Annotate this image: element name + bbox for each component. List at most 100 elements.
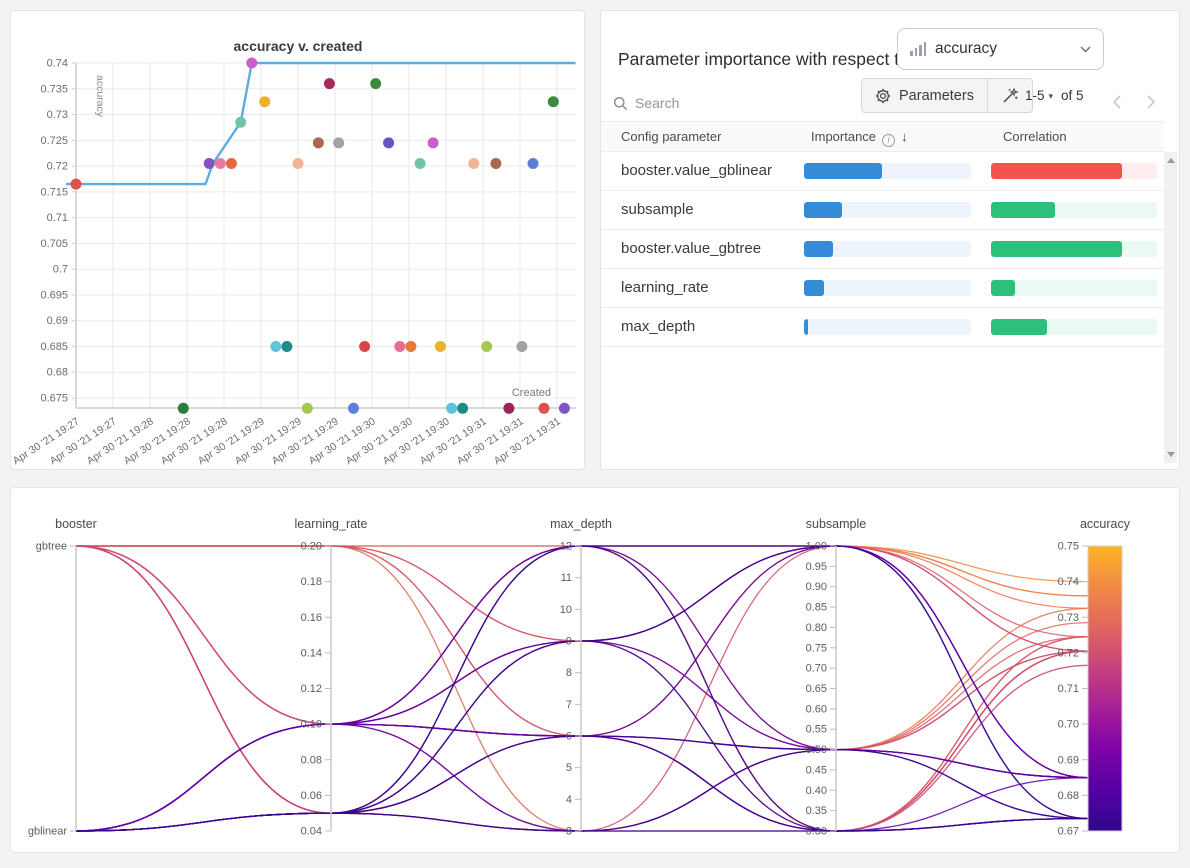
magic-wand-button[interactable] — [988, 79, 1032, 112]
importance-row[interactable]: learning_rate — [601, 269, 1164, 308]
scatter-point[interactable] — [394, 341, 406, 352]
run-line[interactable] — [75, 545, 1089, 814]
run-line[interactable] — [75, 545, 1089, 832]
scatter-point[interactable] — [235, 116, 247, 128]
y-tick-label: 0.675 — [40, 392, 68, 404]
run-line[interactable] — [75, 545, 1089, 832]
run-line[interactable] — [75, 545, 1089, 832]
scatter-point[interactable] — [323, 78, 335, 90]
scatter-point[interactable] — [383, 137, 395, 149]
parameters-button[interactable]: Parameters — [862, 79, 987, 112]
caret-down-icon[interactable]: ▾ — [1048, 91, 1054, 101]
run-line[interactable] — [75, 545, 1089, 832]
run-line[interactable] — [75, 545, 1089, 832]
run-line[interactable] — [75, 545, 1089, 832]
scatter-point[interactable] — [516, 341, 528, 352]
scatter-point[interactable] — [558, 402, 570, 414]
parallel-coordinates-chart[interactable]: booster gbtree gblinear learning_rate 0.20 0.… — [11, 488, 1179, 852]
run-line[interactable] — [75, 735, 1089, 832]
scatter-point[interactable] — [301, 402, 313, 414]
best-accuracy-line[interactable] — [66, 61, 576, 186]
run-line[interactable] — [75, 545, 1089, 725]
scroll-up-icon[interactable] — [1166, 158, 1175, 163]
scatter-point[interactable] — [527, 158, 539, 169]
y-tick-label: 0.735 — [40, 83, 68, 95]
axis-tick-label: 0.20 — [301, 541, 322, 553]
scatter-point[interactable] — [414, 158, 426, 169]
info-icon[interactable]: i — [882, 133, 896, 147]
scatter-point[interactable] — [468, 158, 480, 169]
importance-bar — [804, 202, 971, 218]
column-importance[interactable]: Importance i ↓ — [811, 129, 908, 147]
run-line[interactable] — [75, 545, 1089, 642]
scatter-point[interactable] — [270, 341, 282, 352]
scatter-point[interactable] — [434, 341, 446, 352]
importance-row[interactable]: booster.value_gblinear — [601, 152, 1164, 191]
run-line[interactable] — [75, 545, 1089, 583]
next-page-icon[interactable] — [1146, 94, 1156, 110]
search-input[interactable] — [635, 95, 785, 111]
y-tick-label: 0.72 — [47, 161, 68, 173]
pagination-range-dropdown[interactable]: 1-5 — [1025, 88, 1045, 103]
scatter-point[interactable] — [225, 158, 237, 169]
scatter-point[interactable] — [292, 158, 304, 169]
scatter-point[interactable] — [490, 158, 502, 169]
sort-desc-icon[interactable]: ↓ — [901, 129, 908, 144]
run-line[interactable] — [75, 723, 1089, 832]
y-tick-label: 0.695 — [40, 289, 68, 301]
importance-row[interactable]: booster.value_gbtree — [601, 230, 1164, 269]
importance-row[interactable]: subsample — [601, 191, 1164, 230]
run-line[interactable] — [75, 545, 1089, 832]
run-line[interactable] — [75, 545, 1089, 832]
scatter-point[interactable] — [348, 402, 359, 414]
scatter-chart-panel: 0.74 0.735 0.73 0.725 0.72 0.715 0.71 0.705 0.7 0… — [10, 10, 585, 470]
accuracy-vs-created-chart[interactable]: 0.74 0.735 0.73 0.725 0.72 0.715 0.71 0.705 0.7 0… — [11, 11, 584, 469]
scatter-point[interactable] — [246, 57, 258, 69]
run-line[interactable] — [75, 545, 1089, 832]
run-line[interactable] — [75, 545, 1089, 751]
scatter-point[interactable] — [538, 402, 550, 414]
run-line[interactable] — [75, 812, 1089, 832]
run-line[interactable] — [75, 545, 1089, 832]
scatter-point[interactable] — [281, 341, 293, 352]
scatter-point[interactable] — [427, 137, 439, 149]
scatter-point[interactable] — [370, 78, 382, 90]
accuracy-colorbar[interactable] — [1087, 545, 1123, 832]
run-line[interactable] — [75, 545, 1089, 814]
scatter-point[interactable] — [547, 96, 559, 108]
scatter-point[interactable] — [405, 341, 417, 352]
scatter-point[interactable] — [259, 96, 271, 108]
scatter-point[interactable] — [214, 158, 226, 169]
scatter-point[interactable] — [359, 341, 371, 352]
scatter-point[interactable] — [481, 341, 493, 352]
axis-title: booster — [55, 517, 97, 531]
axis-tick-label: 0.14 — [301, 647, 322, 659]
scatter-point[interactable] — [70, 178, 82, 190]
run-line[interactable] — [75, 545, 1089, 832]
run-line[interactable] — [75, 545, 1089, 832]
scroll-down-icon[interactable] — [1166, 452, 1175, 457]
scatter-point[interactable] — [203, 158, 215, 169]
axis-tick-label: 7 — [566, 699, 572, 711]
chart-title: accuracy v. created — [234, 38, 363, 54]
scatter-point[interactable] — [503, 402, 515, 414]
run-line[interactable] — [75, 545, 1089, 832]
run-line[interactable] — [75, 545, 1089, 832]
run-line[interactable] — [75, 735, 1089, 832]
run-line[interactable] — [75, 545, 1089, 832]
metric-dropdown[interactable]: accuracy — [897, 28, 1104, 70]
run-line[interactable] — [75, 545, 1089, 832]
prev-page-icon[interactable] — [1112, 94, 1122, 110]
importance-row[interactable]: max_depth — [601, 308, 1164, 347]
scatter-point[interactable] — [312, 137, 324, 149]
search-box[interactable] — [613, 95, 785, 111]
axis-tick-label: 0.04 — [301, 826, 322, 838]
run-line[interactable] — [75, 545, 1089, 832]
y-tick-label: 0.71 — [47, 212, 68, 224]
scatter-point[interactable] — [177, 402, 189, 414]
run-line[interactable] — [75, 545, 1089, 814]
scatter-point[interactable] — [446, 402, 458, 414]
scatter-point[interactable] — [457, 402, 469, 414]
table-scrollbar[interactable] — [1164, 152, 1177, 463]
scatter-point[interactable] — [333, 137, 345, 149]
